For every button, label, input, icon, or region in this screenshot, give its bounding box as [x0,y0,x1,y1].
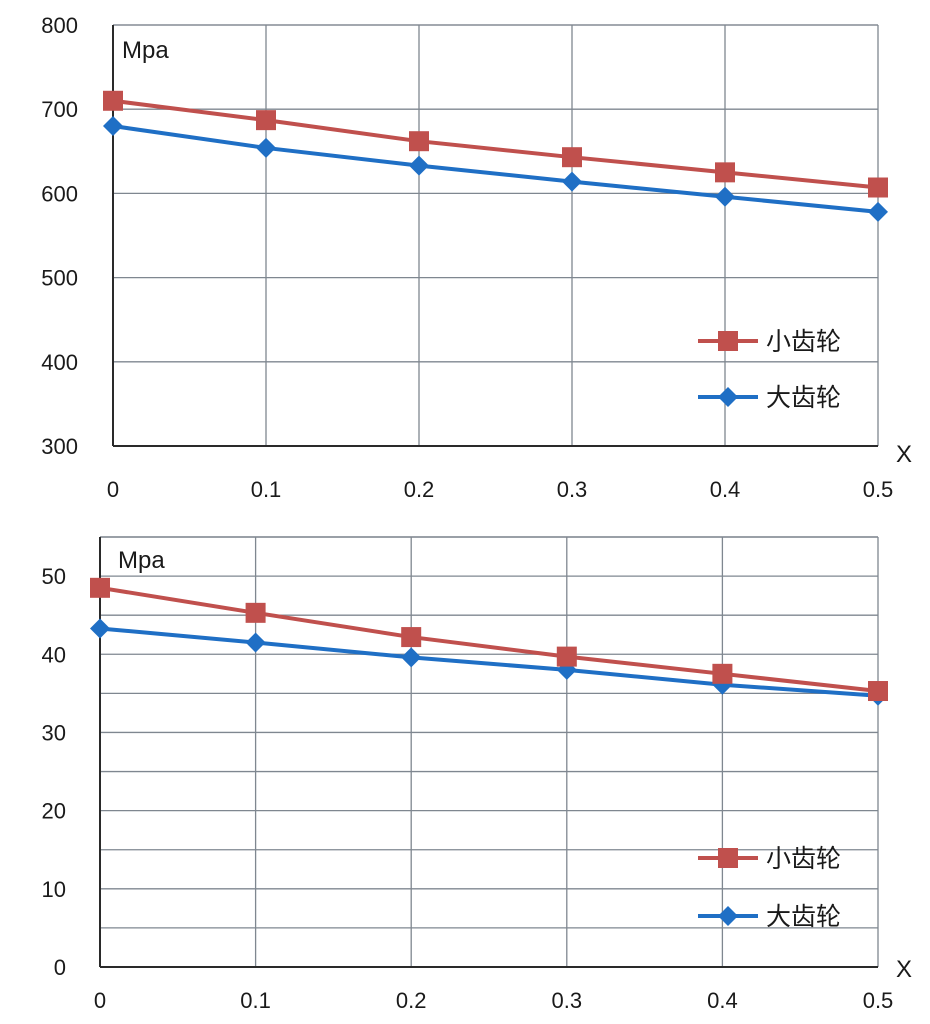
x-axis-label: X [896,956,912,983]
data-point-square [256,110,276,131]
data-point-square [715,162,735,183]
legend-label: 小齿轮 [766,327,841,356]
data-point-diamond [90,618,110,639]
legend-marker [718,848,738,868]
data-point-square [409,131,429,152]
data-point-square [868,177,888,198]
x-tick-label: 0.5 [863,477,894,502]
data-point-diamond [409,155,429,176]
x-tick-label: 0.2 [396,988,427,1013]
legend-item: 大齿轮 [698,383,841,412]
y-tick-label: 50 [42,564,66,589]
data-point-diamond [868,201,888,222]
data-point-square [245,602,266,623]
series-line [112,124,879,214]
y-tick-label: 0 [54,955,66,980]
series-line [112,98,879,190]
legend-marker [718,331,738,351]
data-point-square [562,147,582,168]
series-line [99,626,879,698]
y-tick-label: 500 [41,266,78,291]
y-axis-unit-label: Mpa [122,37,169,64]
data-point-diamond [103,116,123,137]
x-tick-label: 0.3 [557,477,588,502]
data-point-diamond [715,186,735,207]
x-tick-label: 0.1 [251,477,282,502]
series-large-gear [90,618,888,706]
x-tick-label: 0.5 [863,988,894,1013]
gridlines [112,24,879,447]
y-tick-label: 400 [41,350,78,375]
y-tick-label: 600 [41,181,78,206]
data-point-square [712,663,733,684]
y-tick-label: 40 [42,642,66,667]
data-point-diamond [245,632,266,653]
gridlines [99,536,879,968]
series-large-gear [103,116,888,222]
series-small-gear [90,577,888,702]
legend-label: 小齿轮 [766,844,841,873]
x-tick-label: 0 [94,988,106,1013]
y-tick-label: 30 [42,720,66,745]
series-small-gear [103,90,888,198]
x-tick-label: 0.2 [404,477,435,502]
x-tick-label: 0.3 [552,988,583,1013]
legend-marker [718,387,738,407]
y-tick-label: 10 [42,877,66,902]
y-tick-label: 300 [41,434,78,459]
x-tick-label: 0.4 [710,477,741,502]
legend-label: 大齿轮 [766,902,841,931]
data-point-square [556,646,577,667]
data-point-diamond [562,171,582,192]
data-point-square [90,577,110,598]
x-tick-label: 0.4 [707,988,738,1013]
data-point-diamond [401,647,422,668]
legend-label: 大齿轮 [766,383,841,412]
legend-item: 大齿轮 [698,902,841,931]
x-tick-label: 0 [107,477,119,502]
data-point-square [401,627,422,648]
y-tick-label: 800 [41,13,78,38]
y-axis-unit-label: Mpa [118,547,165,574]
series-line [99,585,879,694]
data-point-diamond [556,659,577,680]
x-tick-label: 0.1 [240,988,271,1013]
data-point-diamond [256,137,276,158]
y-tick-label: 700 [41,97,78,122]
x-axis-label: X [896,441,912,468]
data-point-square [103,90,123,111]
legend-marker [718,906,738,926]
chart-top: 300 400 500 600 700 800 0 0.1 0.2 0.3 0.4 0.5 Mpa X 小齿… [41,13,912,502]
legend-item: 小齿轮 [698,844,841,873]
y-tick-label: 20 [42,799,66,824]
data-point-square [868,681,888,702]
legend-item: 小齿轮 [698,327,841,356]
